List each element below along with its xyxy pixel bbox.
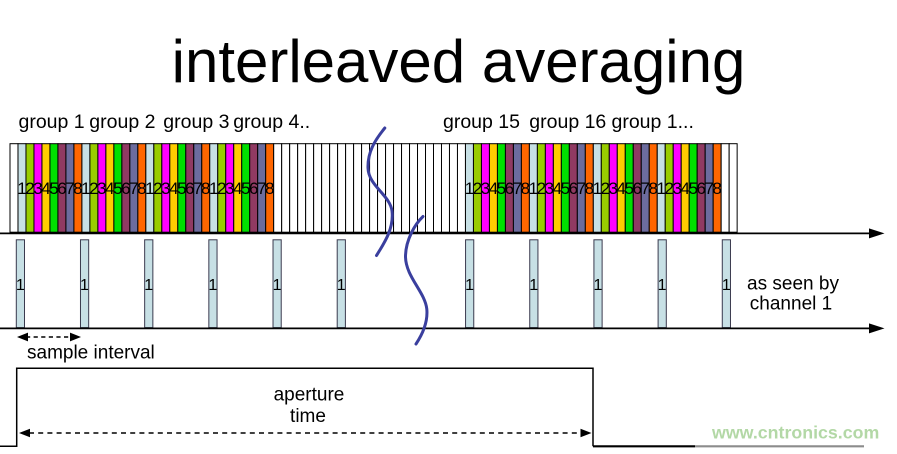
svg-text:5: 5 xyxy=(561,179,570,198)
svg-text:7: 7 xyxy=(513,179,522,198)
svg-text:7: 7 xyxy=(193,179,202,198)
svg-text:channel 1: channel 1 xyxy=(750,294,832,315)
svg-text:1: 1 xyxy=(209,179,218,198)
svg-text:6: 6 xyxy=(249,179,258,198)
svg-text:1: 1 xyxy=(337,277,346,294)
svg-text:group 3: group 3 xyxy=(163,111,229,133)
svg-text:6: 6 xyxy=(57,179,66,198)
svg-text:4: 4 xyxy=(41,179,50,198)
svg-text:8: 8 xyxy=(521,179,530,198)
svg-text:8: 8 xyxy=(585,179,594,198)
svg-text:3: 3 xyxy=(545,179,554,198)
svg-text:7: 7 xyxy=(704,179,713,198)
svg-text:2: 2 xyxy=(664,179,673,198)
svg-text:5: 5 xyxy=(625,179,634,198)
svg-text:3: 3 xyxy=(672,179,681,198)
svg-text:1: 1 xyxy=(144,277,153,294)
svg-text:group 15: group 15 xyxy=(443,111,520,133)
svg-text:2: 2 xyxy=(89,179,98,198)
svg-text:1: 1 xyxy=(465,179,474,198)
svg-text:5: 5 xyxy=(177,179,186,198)
svg-text:8: 8 xyxy=(73,179,82,198)
svg-text:1: 1 xyxy=(656,179,665,198)
svg-text:6: 6 xyxy=(505,179,514,198)
svg-text:1: 1 xyxy=(658,277,667,294)
svg-text:6: 6 xyxy=(696,179,705,198)
svg-text:6: 6 xyxy=(633,179,642,198)
svg-text:1: 1 xyxy=(17,179,26,198)
svg-text:2: 2 xyxy=(25,179,34,198)
svg-text:5: 5 xyxy=(241,179,250,198)
svg-text:2: 2 xyxy=(217,179,226,198)
svg-text:sample interval: sample interval xyxy=(27,343,155,364)
svg-text:1: 1 xyxy=(593,179,602,198)
svg-text:group 2: group 2 xyxy=(89,111,155,133)
svg-text:5: 5 xyxy=(497,179,506,198)
svg-text:4: 4 xyxy=(489,179,498,198)
svg-text:3: 3 xyxy=(161,179,170,198)
svg-text:3: 3 xyxy=(609,179,618,198)
svg-text:1: 1 xyxy=(273,277,282,294)
svg-text:4: 4 xyxy=(553,179,562,198)
svg-text:group 4..: group 4.. xyxy=(233,111,310,133)
svg-text:4: 4 xyxy=(617,179,626,198)
svg-text:2: 2 xyxy=(153,179,162,198)
svg-text:group 1: group 1 xyxy=(19,111,85,133)
svg-text:4: 4 xyxy=(233,179,242,198)
svg-text:aperture: aperture xyxy=(274,385,345,406)
svg-text:4: 4 xyxy=(169,179,178,198)
svg-text:3: 3 xyxy=(225,179,234,198)
svg-text:1: 1 xyxy=(465,277,474,294)
svg-text:3: 3 xyxy=(33,179,42,198)
svg-text:1: 1 xyxy=(81,179,90,198)
svg-text:2: 2 xyxy=(601,179,610,198)
svg-text:7: 7 xyxy=(641,179,650,198)
svg-text:1: 1 xyxy=(593,277,602,294)
svg-text:1: 1 xyxy=(529,277,538,294)
svg-text:6: 6 xyxy=(185,179,194,198)
svg-text:7: 7 xyxy=(577,179,586,198)
svg-text:1: 1 xyxy=(80,277,89,294)
svg-text:www.cntronics.com: www.cntronics.com xyxy=(711,423,879,443)
svg-text:1: 1 xyxy=(145,179,154,198)
svg-text:5: 5 xyxy=(49,179,58,198)
svg-text:7: 7 xyxy=(257,179,266,198)
svg-text:8: 8 xyxy=(265,179,274,198)
svg-text:8: 8 xyxy=(712,179,721,198)
svg-text:4: 4 xyxy=(105,179,114,198)
svg-text:1: 1 xyxy=(208,277,217,294)
svg-text:7: 7 xyxy=(129,179,138,198)
svg-text:5: 5 xyxy=(113,179,122,198)
svg-text:interleaved averaging: interleaved averaging xyxy=(172,28,746,95)
svg-text:8: 8 xyxy=(137,179,146,198)
svg-text:2: 2 xyxy=(537,179,546,198)
svg-text:4: 4 xyxy=(680,179,689,198)
svg-text:7: 7 xyxy=(65,179,74,198)
svg-text:1: 1 xyxy=(16,277,25,294)
svg-text:group 16: group 16 xyxy=(529,111,606,133)
svg-text:5: 5 xyxy=(688,179,697,198)
svg-text:8: 8 xyxy=(201,179,210,198)
svg-text:1: 1 xyxy=(529,179,538,198)
svg-text:time: time xyxy=(290,406,326,427)
svg-text:group 1...: group 1... xyxy=(612,111,694,133)
svg-text:8: 8 xyxy=(649,179,658,198)
svg-text:6: 6 xyxy=(121,179,130,198)
svg-text:6: 6 xyxy=(569,179,578,198)
svg-text:1: 1 xyxy=(722,277,731,294)
svg-text:2: 2 xyxy=(473,179,482,198)
svg-text:3: 3 xyxy=(481,179,490,198)
svg-text:as seen by: as seen by xyxy=(747,274,839,295)
svg-text:3: 3 xyxy=(97,179,106,198)
